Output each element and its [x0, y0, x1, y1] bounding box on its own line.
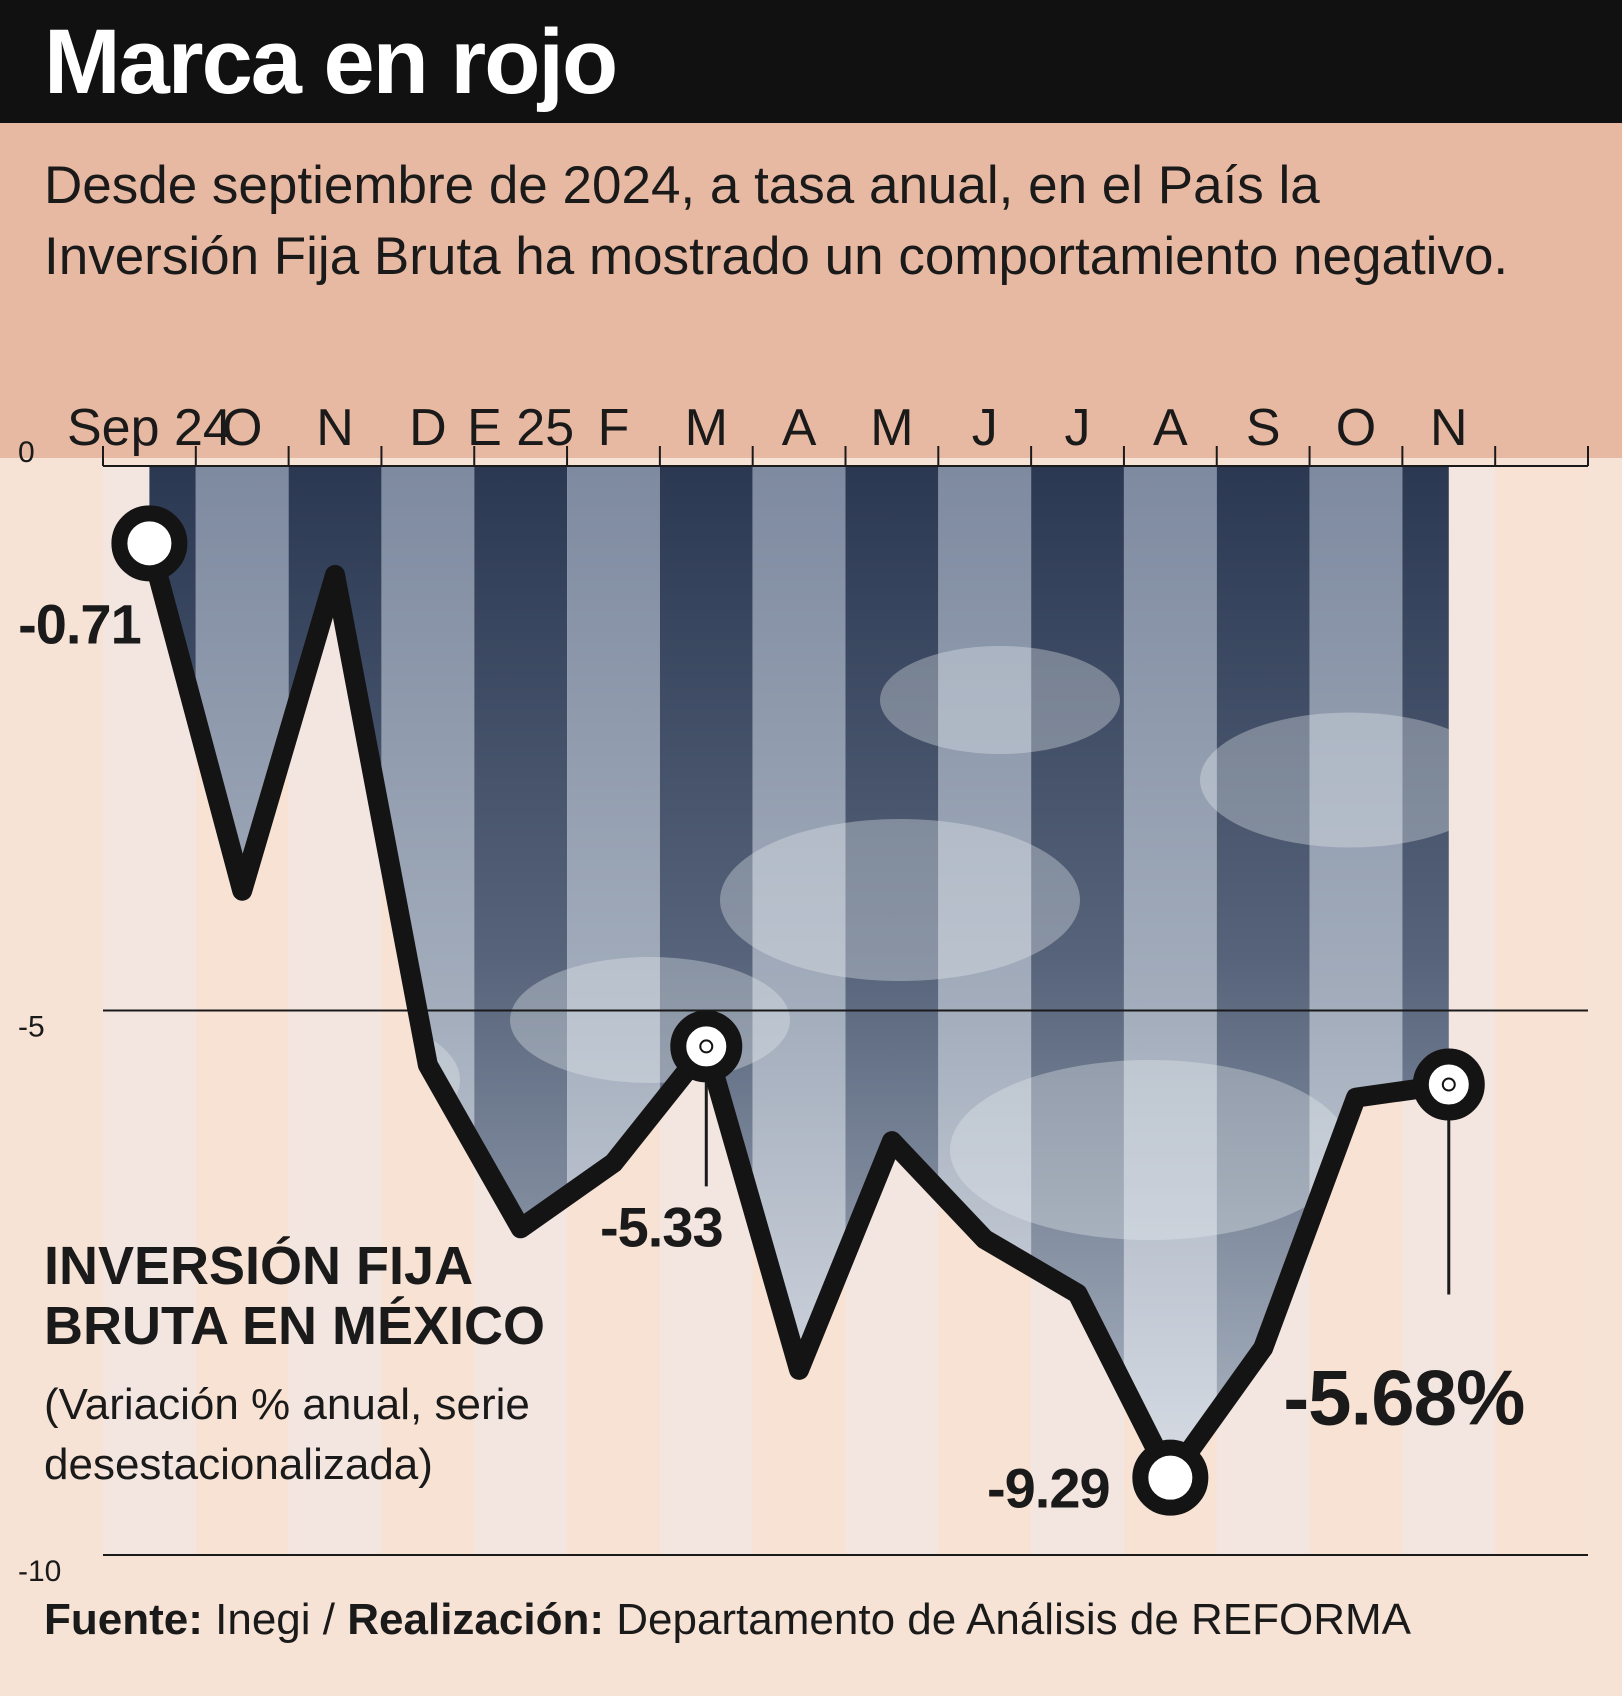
source-note: Fuente: Inegi / Realización: Departament…: [44, 1592, 1411, 1648]
made-by-value: Departamento de Análisis de REFORMA: [616, 1595, 1412, 1644]
data-label: -5.68%: [1283, 1354, 1524, 1442]
data-point-center: [1441, 1077, 1456, 1092]
x-tick-label: E 25: [467, 399, 574, 457]
made-by-label: Realización:: [347, 1595, 604, 1644]
x-tick-label: A: [1153, 399, 1188, 457]
x-tick-label: O: [222, 399, 262, 457]
x-tick-label: M: [870, 399, 913, 457]
cloud-shape: [880, 646, 1120, 754]
x-tick-label: M: [685, 399, 728, 457]
cloud-shape: [510, 957, 790, 1083]
data-point-marker: [111, 505, 188, 582]
cloud-shape: [950, 1060, 1350, 1240]
source-value: Inegi: [215, 1595, 311, 1644]
x-tick-label: J: [1065, 399, 1091, 457]
x-tick-label: A: [782, 399, 817, 457]
data-point-center: [699, 1039, 714, 1054]
x-tick-label: N: [1430, 399, 1468, 457]
x-tick-label: O: [1336, 399, 1376, 457]
y-tick-label: -5: [18, 1011, 45, 1044]
x-tick-label: D: [409, 399, 447, 457]
source-label: Fuente:: [44, 1595, 203, 1644]
storm-stripe: [1123, 466, 1217, 1478]
chart-subtitle: Desde septiembre de 2024, a tasa anual, …: [44, 156, 1509, 286]
title-bar: [0, 0, 1622, 123]
cloud-shape: [1200, 712, 1449, 848]
chart-title: Marca en rojo: [44, 11, 618, 113]
legend-title: INVERSIÓN FIJA BRUTA EN MÉXICO: [44, 1236, 546, 1356]
y-tick-label: 0: [18, 436, 35, 469]
source-separator: /: [322, 1595, 336, 1644]
subtitle-band: [0, 123, 1622, 458]
y-tick-label: -10: [18, 1555, 61, 1588]
data-point-marker: [1132, 1439, 1209, 1516]
legend-subtitle: (Variación % anual, serie desestacionali…: [44, 1380, 530, 1489]
data-label: -0.71: [18, 592, 141, 655]
cloud-shape: [720, 819, 1080, 981]
x-tick-label: J: [972, 399, 998, 457]
data-label: -5.33: [600, 1195, 723, 1258]
x-tick-label: N: [316, 399, 354, 457]
x-tick-label: S: [1246, 399, 1281, 457]
x-tick-label: F: [598, 399, 630, 457]
data-label: -9.29: [987, 1457, 1110, 1520]
series-line: [139, 533, 1459, 1488]
x-tick-label: Sep 24: [67, 399, 232, 457]
